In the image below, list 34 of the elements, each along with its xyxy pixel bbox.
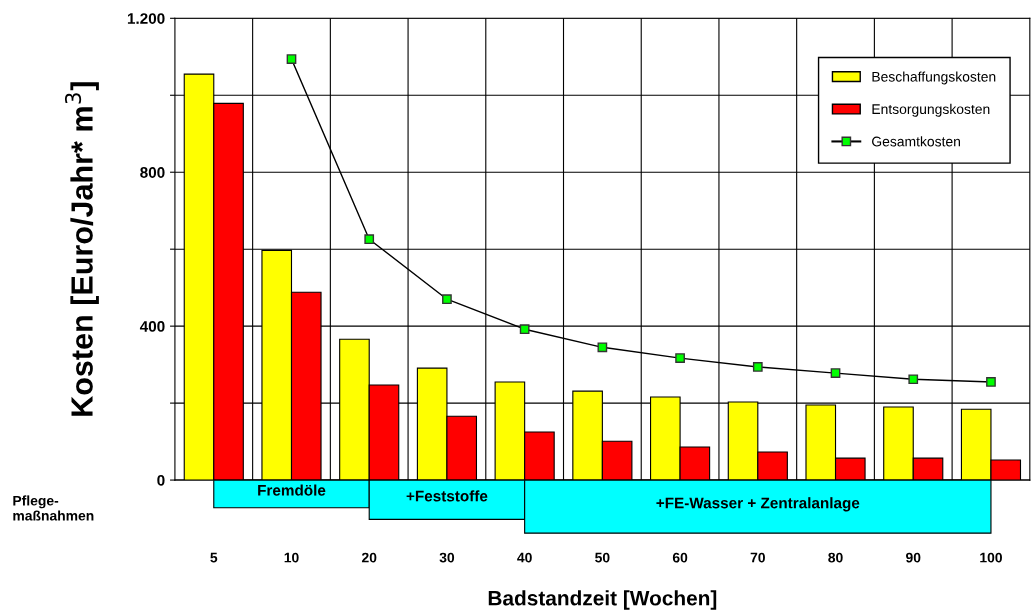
text: Pflege- maßnahmen — [13, 495, 94, 521]
legend-label: Beschaffungskosten — [872, 71, 996, 85]
point — [830, 368, 841, 378]
x-tick-label: 60 — [672, 552, 688, 563]
legend-label: Gesamtkosten — [872, 136, 960, 147]
text: +Feststoffe — [406, 490, 488, 502]
x-tick-label: 90 — [906, 552, 921, 563]
point — [597, 342, 608, 353]
x-tick-label: 80 — [828, 552, 843, 563]
y-tick-label: 0 — [157, 474, 165, 486]
point — [675, 353, 685, 363]
point — [986, 377, 996, 387]
x-tick-label: 10 — [284, 552, 299, 563]
y-axis-title: Kosten [Euro/Jahr* m$^{3}$] — [64, 82, 99, 416]
x-tick-label: 5 — [210, 552, 218, 563]
x-tick-label: 30 — [439, 552, 455, 563]
x-tick-label: 50 — [595, 552, 610, 563]
x-tick-label: 70 — [750, 552, 765, 563]
point — [908, 374, 919, 385]
y-tick-label: 400 — [139, 321, 165, 332]
x-tick-label: 40 — [517, 552, 532, 563]
point — [752, 362, 763, 372]
point — [519, 324, 530, 335]
x-tick-label: 100 — [980, 552, 1002, 563]
text: Fremdöle — [258, 484, 326, 496]
y-tick-label: 800 — [140, 167, 165, 178]
text: +FE-Wasser + Zentralanlage — [656, 497, 860, 512]
point — [286, 54, 297, 64]
y-tick-label: 1.200 — [127, 13, 165, 24]
point — [364, 234, 375, 245]
x-axis-title: Badstandzeit [Wochen] — [488, 590, 717, 610]
x-tick-label: 20 — [361, 552, 377, 563]
point — [442, 294, 452, 305]
legend-label: Entsorgungskosten — [872, 103, 990, 117]
